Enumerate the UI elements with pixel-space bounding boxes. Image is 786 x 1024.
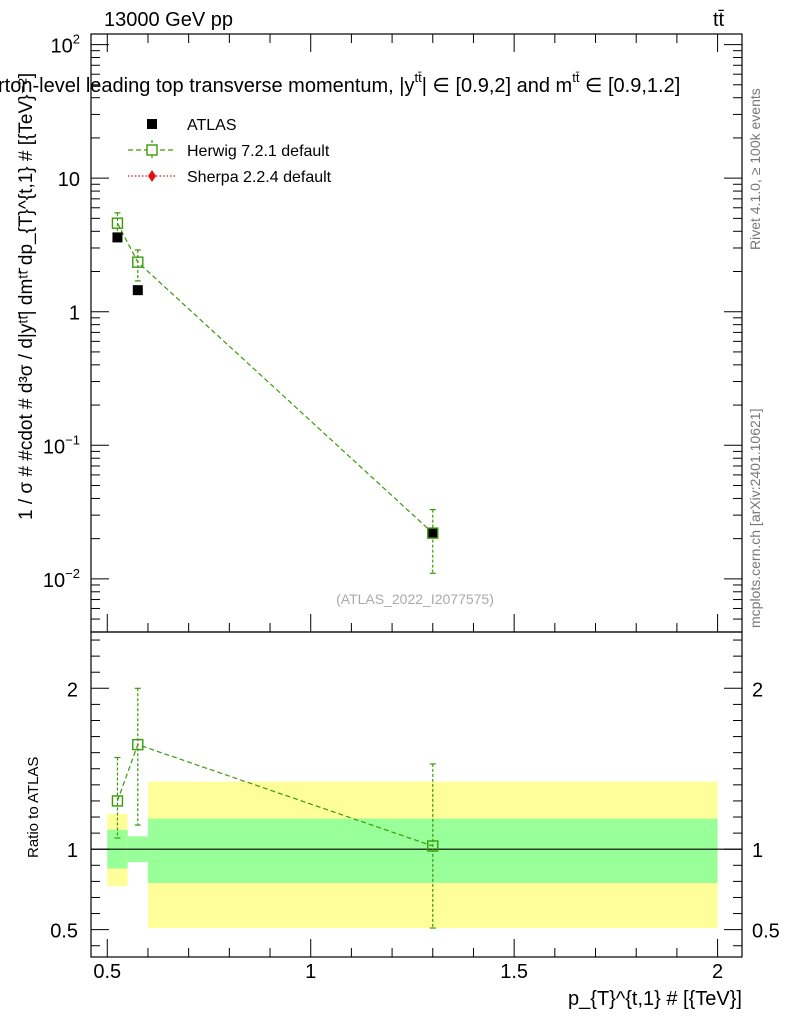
x-axis-label: p_{T}^{t,1} # [{TeV}] — [568, 988, 742, 1010]
ratio-series — [111, 687, 439, 929]
ratio-y-tick-label: 2 — [67, 679, 78, 701]
mcplots-label: mcplots.cern.ch [arXiv:2401.10621] — [747, 409, 763, 628]
ratio-y-tick-label-right: 0.5 — [752, 921, 780, 943]
ratio-y-tick-label-right: 2 — [752, 679, 763, 701]
herwig-line — [116, 222, 434, 534]
legend-label: ATLAS — [187, 117, 237, 134]
atlas-point — [132, 285, 143, 296]
herwig-point — [427, 527, 439, 539]
ratio-bands — [107, 781, 718, 929]
herwig-ratio-point — [111, 795, 124, 807]
herwig-point — [111, 217, 124, 229]
x-tick-label: 1 — [305, 961, 316, 983]
upper-series — [111, 212, 439, 574]
process-label: tt̄ — [713, 9, 725, 31]
upper-y-tick-label: 10−1 — [43, 432, 80, 458]
herwig-ratio-line — [116, 743, 433, 847]
x-tick-label: 1.5 — [500, 961, 528, 983]
rivet-version-label: Rivet 4.1.0, ≥ 100k events — [747, 88, 763, 250]
legend: ATLAS Herwig 7.2.1 default Sherpa 2.2.4 de… — [128, 117, 332, 186]
legend-herwig-marker — [146, 144, 158, 156]
atlas-point — [112, 232, 123, 243]
upper-y-tick-label: 10 — [58, 169, 80, 191]
plot-title: rton-level leading top transverse moment… — [0, 70, 680, 97]
x-axis-ticks: 0.5 1 1.5 2 — [93, 34, 723, 983]
legend-atlas-marker — [147, 119, 157, 129]
herwig-point — [132, 256, 144, 268]
energy-label: 13000 GeV pp — [104, 9, 233, 31]
upper-y-tick-label: 102 — [51, 32, 80, 58]
upper-y-axis-label: 1 / σ # #cdot # d³σ / d|yᵗᵗ̄| dmᵗᵗ̄ dp_{… — [16, 73, 37, 520]
upper-axis-ticks: 10−2 10−1 1 10 102 — [43, 32, 742, 633]
upper-y-tick-label: 1 — [69, 303, 80, 325]
x-tick-label: 0.5 — [93, 961, 121, 983]
analysis-label: (ATLAS_2022_I2077575) — [336, 591, 494, 607]
legend-sherpa-marker — [148, 170, 156, 182]
atlas-point — [427, 528, 438, 539]
legend-label: Sherpa 2.2.4 default — [187, 169, 332, 186]
ratio-y-axis-label: Ratio to ATLAS — [25, 757, 42, 858]
legend-label: Herwig 7.2.1 default — [187, 143, 330, 160]
upper-y-tick-label: 10−2 — [43, 566, 80, 592]
ratio-y-tick-label: 1 — [67, 840, 78, 862]
x-tick-label: 2 — [712, 961, 723, 983]
ratio-panel-frame — [90, 631, 743, 958]
ratio-axis-ticks: 0.5 0.5 1 1 2 2 — [50, 639, 780, 947]
ratio-y-tick-label: 0.5 — [50, 921, 78, 943]
herwig-ratio-point — [132, 738, 144, 751]
herwig-ratio-point — [427, 840, 439, 852]
ratio-y-tick-label-right: 1 — [752, 840, 763, 862]
